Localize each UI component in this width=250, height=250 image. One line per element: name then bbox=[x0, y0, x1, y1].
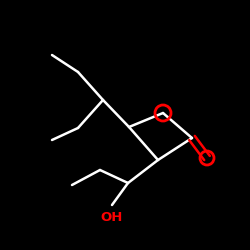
Text: OH: OH bbox=[101, 211, 123, 224]
